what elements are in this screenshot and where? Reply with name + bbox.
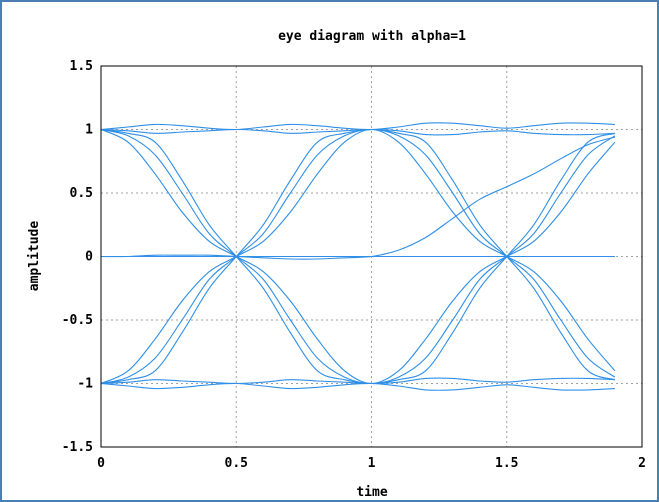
y-tick-label: 1.5	[70, 59, 93, 74]
series-line	[100, 128, 616, 385]
x-tick-label: 1	[368, 456, 376, 471]
x-tick-label: 1.5	[495, 456, 518, 471]
series-line	[100, 136, 616, 260]
y-tick-label: 1	[85, 123, 93, 138]
x-axis-label: time	[356, 485, 387, 500]
series-line	[100, 128, 615, 136]
y-tick-label: -1.5	[62, 440, 93, 455]
x-tick-label: 2	[638, 456, 646, 471]
y-axis-label: amplitude	[27, 221, 42, 292]
x-tick-label: 0	[97, 456, 105, 471]
series-line	[100, 128, 616, 385]
x-tick-label: 0.5	[225, 456, 248, 471]
series-line	[100, 382, 615, 391]
y-tick-label: -1	[77, 377, 93, 392]
tick-labels: 0 0.5 1 1.5 2 1.5 1 0.5 0 -0.5 -1 -1.5	[62, 59, 646, 471]
y-tick-label: 0	[85, 250, 93, 265]
series-line	[100, 122, 615, 131]
series-line	[100, 128, 616, 385]
series-group	[100, 122, 616, 391]
series-line	[100, 377, 615, 385]
y-tick-label: -0.5	[62, 313, 93, 328]
series-line	[100, 128, 616, 385]
chart-title: eye diagram with alpha=1	[278, 29, 466, 44]
plot-area-border	[100, 65, 643, 448]
y-tick-label: 0.5	[70, 186, 93, 201]
